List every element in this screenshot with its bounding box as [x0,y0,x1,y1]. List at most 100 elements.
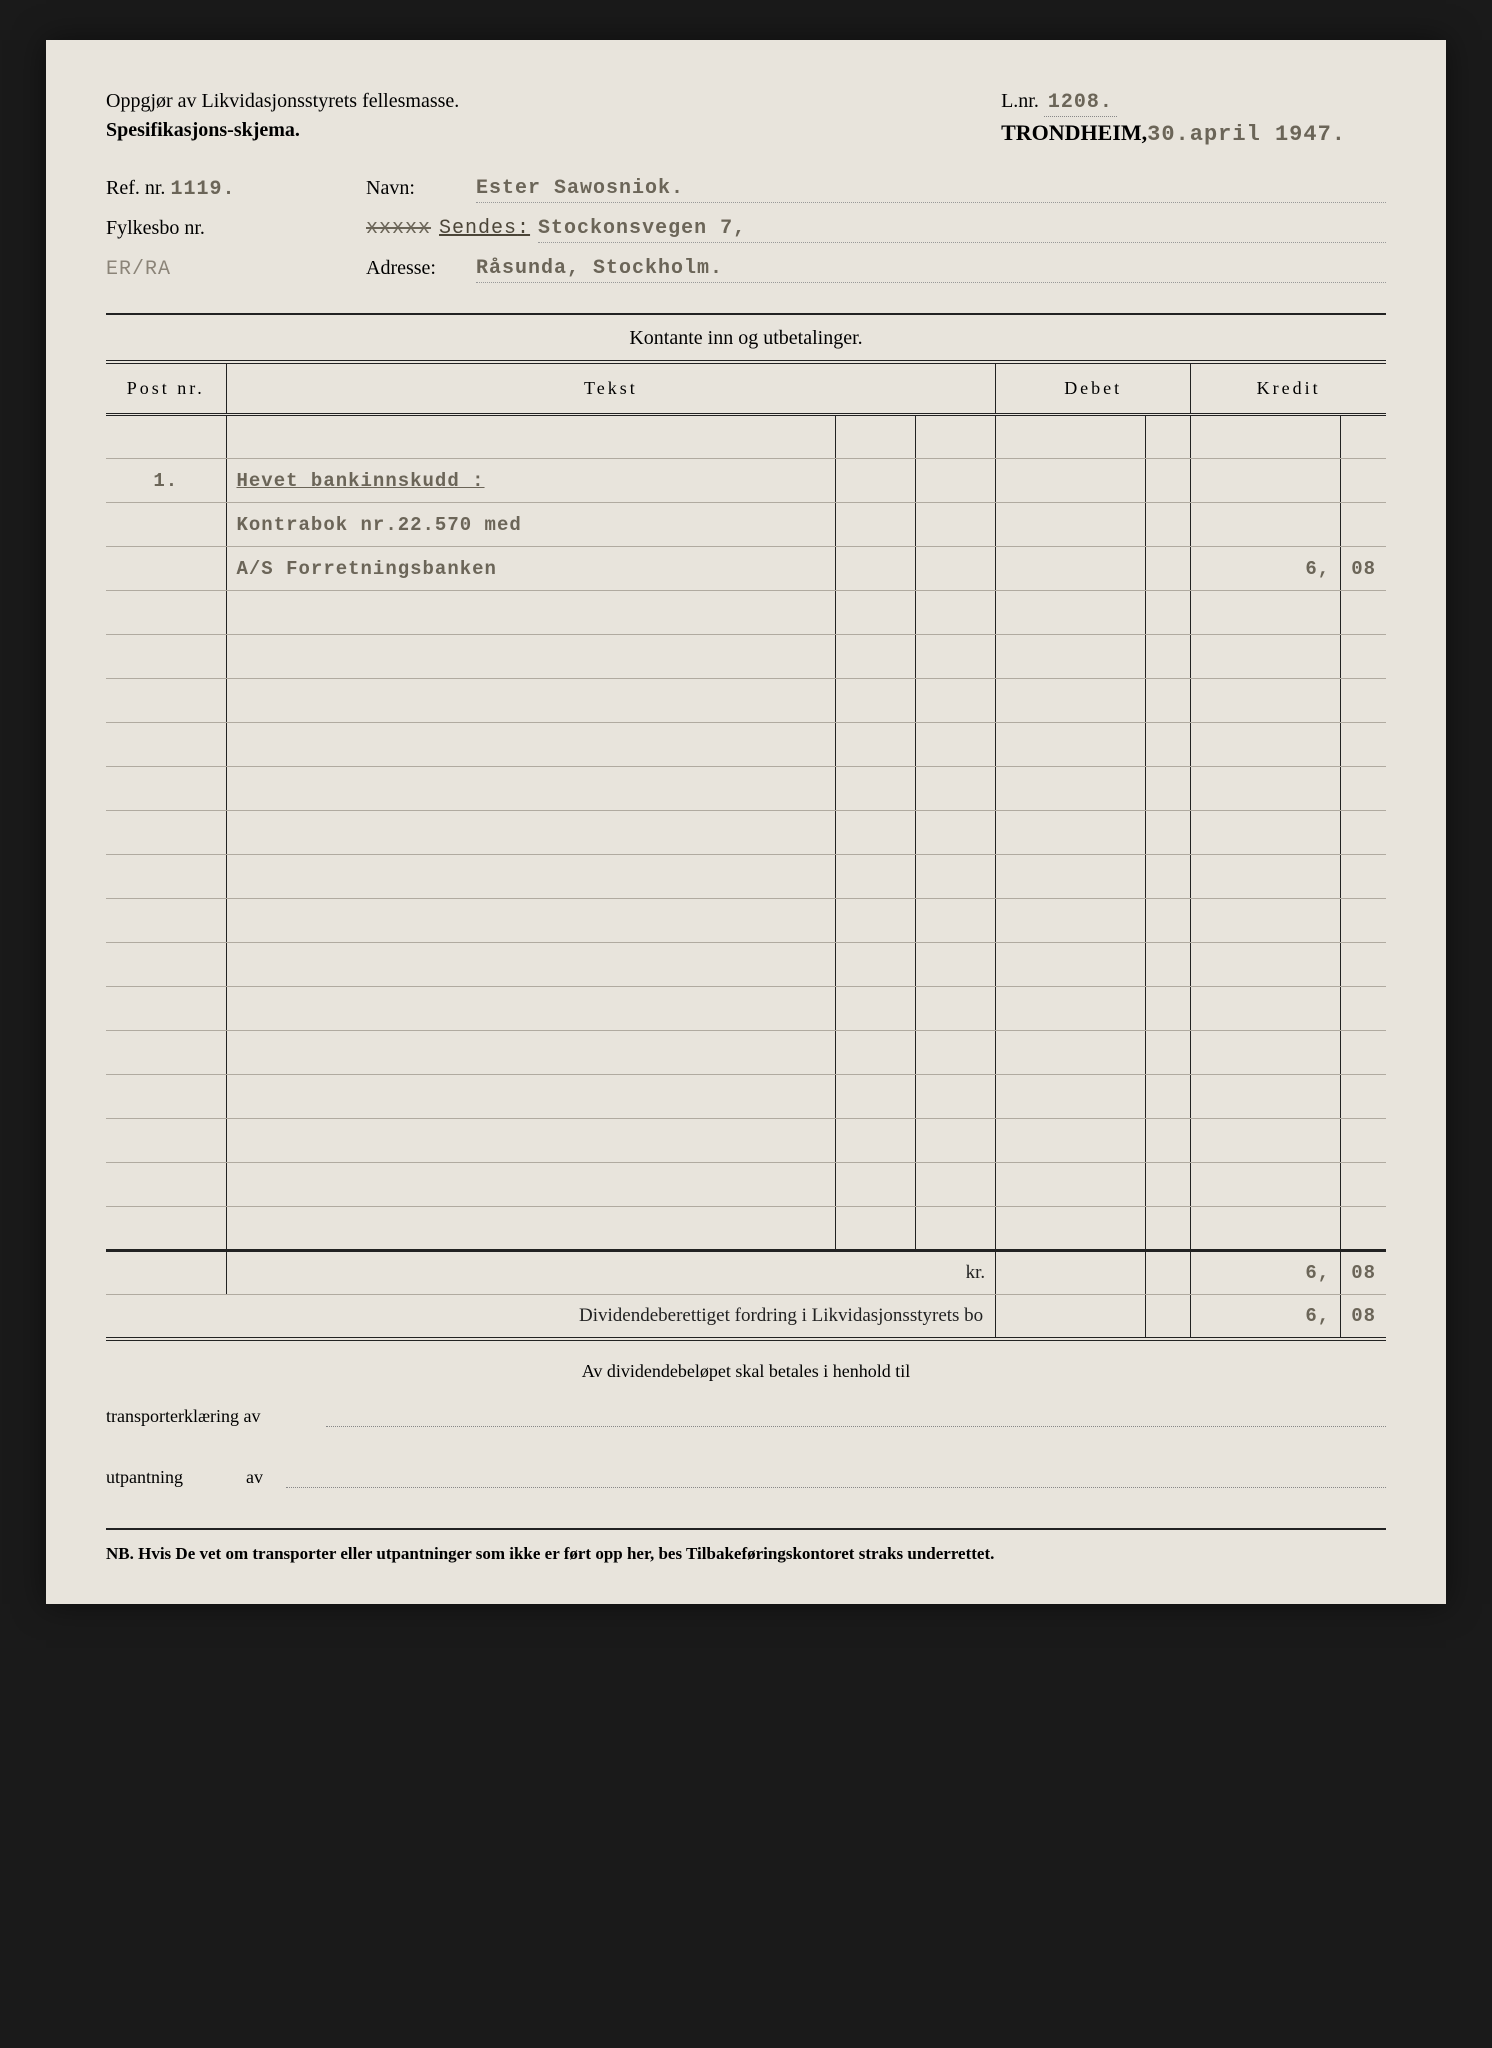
table-row [106,767,1386,811]
cell [1191,723,1341,767]
sum-row: kr.6,08 [106,1251,1386,1295]
cell [1191,767,1341,811]
table-row: 1.Hevet bankinnskudd : [106,459,1386,503]
ref-label: Ref. nr. [106,177,165,199]
sendes-value: Stockonsvegen 7, [538,217,1386,243]
cell [996,679,1146,723]
lnr-label: L.nr. [1001,90,1039,112]
dividend-label: Dividendeberettiget fordring i Likvidasj… [106,1295,996,1339]
table-row [106,635,1386,679]
cell [226,679,836,723]
cell [916,767,996,811]
cell [836,459,916,503]
dividend-kredit-cents: 08 [1341,1295,1386,1339]
table-row [106,1207,1386,1251]
cell [1146,855,1191,899]
cell [226,1207,836,1251]
table-row [106,899,1386,943]
cell [916,547,996,591]
cell [1146,767,1191,811]
cell [836,943,916,987]
cell [836,811,916,855]
cell [836,1075,916,1119]
cell [996,591,1146,635]
col-tekst: Tekst [226,362,996,415]
form-page: Oppgjør av Likvidasjonsstyrets fellesmas… [46,40,1446,1604]
cell [106,811,226,855]
cell [916,899,996,943]
cell [106,723,226,767]
kredit-cell [1191,459,1341,503]
utpantning-line [286,1468,1386,1488]
dividend-kredit: 6, [1191,1295,1341,1339]
cell [1341,635,1386,679]
city: TRONDHEIM, [1001,120,1147,145]
kredit-cell: 6, [1191,547,1341,591]
cell [226,415,836,459]
cell [1146,1163,1191,1207]
cell [916,1207,996,1251]
cell [916,503,996,547]
cell [996,1163,1146,1207]
tekst-cell: Kontrabok nr.22.570 med [226,503,836,547]
table-row [106,811,1386,855]
cell [1341,1031,1386,1075]
cell [1341,415,1386,459]
table-row [106,1031,1386,1075]
col-kredit: Kredit [1191,362,1386,415]
lnr-value: 1208. [1044,91,1117,117]
cell [836,591,916,635]
cell [106,899,226,943]
post-cell [106,547,226,591]
cell [1146,811,1191,855]
cell [1191,1075,1341,1119]
cell [916,1075,996,1119]
cell [226,1075,836,1119]
post-cell [106,503,226,547]
adresse-value: Råsunda, Stockholm. [476,257,1386,283]
utpantning-av: av [246,1467,286,1488]
cell [1191,943,1341,987]
cell [106,1075,226,1119]
cell [1146,547,1191,591]
cell [1341,1163,1386,1207]
cell [996,635,1146,679]
cell [106,635,226,679]
dividend-row: Dividendeberettiget fordring i Likvidasj… [106,1295,1386,1339]
fylkesbo-value: ER/RA [106,258,171,281]
cell [1191,679,1341,723]
cell [1341,855,1386,899]
utpantning-label: utpantning [106,1467,246,1488]
cell [1191,635,1341,679]
transport-row: transporterklæring av [106,1406,1386,1427]
meta-block: Ref. nr. 1119. Navn: Ester Sawosniok. Fy… [106,177,1386,283]
table-header-row: Post nr. Tekst Debet Kredit [106,362,1386,415]
cell [106,943,226,987]
cell [916,855,996,899]
cell [106,1163,226,1207]
table-row [106,415,1386,459]
table-row: A/S Forretningsbanken6,08 [106,547,1386,591]
transport-line [326,1407,1386,1427]
cell [1341,679,1386,723]
lnr-field: L.nr. 1208. [1001,90,1386,114]
cell [106,679,226,723]
table-row [106,987,1386,1031]
cell [1146,899,1191,943]
cell [996,1207,1146,1251]
cell [1191,987,1341,1031]
footer-note: Av dividendebeløpet skal betales i henho… [106,1361,1386,1382]
cell [996,723,1146,767]
cell [916,459,996,503]
utpantning-row: utpantning av [106,1467,1386,1488]
cell [1341,1119,1386,1163]
table-row [106,1075,1386,1119]
transport-label: transporterklæring av [106,1406,326,1427]
cell [836,547,916,591]
kredit-cell [1191,503,1341,547]
cell [1146,987,1191,1031]
cell [836,635,916,679]
cell [836,1119,916,1163]
section-title: Kontante inn og utbetalinger. [106,313,1386,350]
cell [916,1031,996,1075]
